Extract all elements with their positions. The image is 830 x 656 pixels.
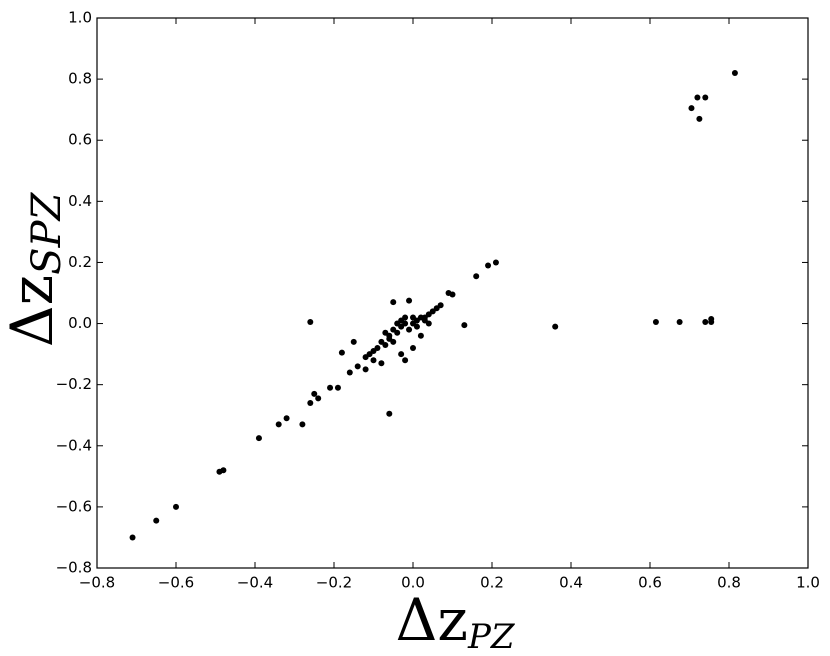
- point: [473, 273, 480, 280]
- point: [255, 435, 262, 442]
- point: [327, 384, 334, 391]
- point: [437, 302, 444, 309]
- point: [492, 259, 499, 266]
- x-axis-label: ΔzPZ: [396, 586, 516, 656]
- point: [398, 351, 405, 358]
- point: [173, 503, 179, 510]
- y-tick-label: −0.2: [56, 375, 92, 393]
- point: [676, 319, 683, 326]
- point: [283, 415, 290, 422]
- point: [334, 384, 341, 391]
- point: [382, 341, 389, 348]
- point: [652, 319, 659, 326]
- y-axis-label: ΔzSPZ: [0, 192, 70, 348]
- x-tick-label: −0.8: [79, 574, 115, 592]
- point: [406, 297, 413, 304]
- point: [354, 363, 361, 370]
- point: [694, 94, 701, 101]
- point: [307, 319, 314, 326]
- x-tick-label: 0.2: [480, 574, 504, 592]
- point: [338, 349, 345, 356]
- point: [386, 335, 393, 342]
- point: [153, 517, 160, 524]
- point: [421, 314, 428, 321]
- x-tick-label: −0.4: [237, 574, 273, 592]
- point: [386, 410, 393, 417]
- point: [315, 395, 322, 402]
- y-label-sub: SPZ: [24, 192, 70, 275]
- x-tick-label: −0.6: [158, 574, 194, 592]
- x-tick-label: 0.8: [717, 574, 741, 592]
- y-tick-label: 0.0: [68, 314, 92, 332]
- y-label-text: Δz: [0, 275, 66, 347]
- point: [461, 322, 468, 329]
- y-tick-label: 0.4: [68, 192, 92, 210]
- x-tick-label: −0.2: [316, 574, 352, 592]
- x-label-sub: PZ: [467, 617, 516, 656]
- point: [374, 345, 381, 351]
- point: [275, 421, 282, 428]
- point: [299, 421, 306, 428]
- point: [417, 332, 424, 339]
- point: [406, 326, 413, 333]
- y-tick-label: 1.0: [68, 9, 92, 27]
- point: [220, 467, 227, 474]
- point: [307, 400, 314, 406]
- point: [402, 357, 409, 364]
- point: [449, 291, 456, 298]
- point: [390, 299, 397, 306]
- point: [350, 338, 357, 345]
- point: [702, 319, 709, 326]
- point: [696, 115, 703, 122]
- x-tick-label: 0.4: [559, 574, 583, 592]
- y-tick-label: −0.8: [56, 559, 92, 577]
- point: [708, 319, 715, 326]
- point: [731, 70, 738, 76]
- point: [688, 105, 695, 112]
- point: [485, 262, 492, 269]
- point: [382, 329, 389, 336]
- y-tick-label: 0.6: [68, 131, 92, 149]
- point: [394, 329, 401, 336]
- x-tick-label: 1.0: [796, 574, 820, 592]
- x-label-text: Δz: [396, 586, 468, 654]
- point: [362, 366, 369, 373]
- y-tick-label: −0.4: [56, 436, 92, 454]
- x-tick-label: 0.0: [401, 574, 425, 592]
- point: [378, 360, 385, 367]
- point: [702, 94, 709, 101]
- point: [370, 357, 377, 364]
- point: [346, 369, 353, 376]
- point: [410, 314, 416, 321]
- y-tick-label: 0.2: [68, 253, 92, 271]
- point: [129, 534, 136, 541]
- point: [413, 323, 420, 330]
- point: [311, 390, 318, 397]
- y-tick-label: 0.8: [68, 70, 92, 88]
- plot-frame: [96, 17, 809, 569]
- point: [425, 320, 432, 327]
- point: [410, 345, 416, 351]
- y-tick-label: −0.6: [56, 497, 92, 515]
- point: [402, 314, 409, 321]
- x-tick-label: 0.6: [638, 574, 662, 592]
- point: [552, 323, 559, 330]
